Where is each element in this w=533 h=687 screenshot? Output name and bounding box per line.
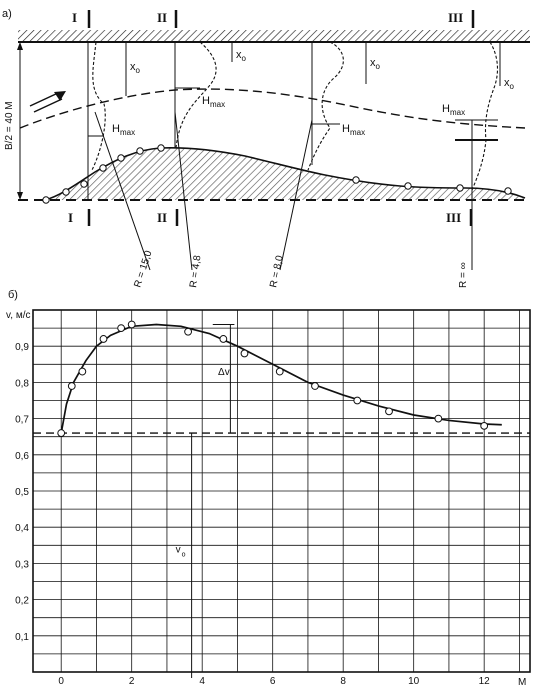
bed-point [99, 164, 107, 172]
velocity-profile-4 [471, 41, 499, 191]
hmax-label-4: Hmax [442, 103, 465, 117]
x0-label-4: xo [504, 77, 515, 91]
radius-line-2 [174, 111, 193, 271]
bed-point [404, 182, 412, 190]
data-point [311, 382, 319, 390]
flow-arrow-head [54, 91, 66, 101]
data-point [240, 349, 249, 358]
x0-label-3: xo [370, 57, 381, 71]
bed-points [42, 144, 512, 204]
data-point [127, 320, 136, 329]
half-width-label: B/2 = 40 M [4, 101, 15, 150]
radius-line-3 [279, 119, 313, 271]
velocity-profile-1 [91, 41, 106, 171]
panel-a-label: а) [2, 8, 12, 20]
bed-point [456, 184, 464, 192]
data-point [67, 382, 76, 390]
radius-label-4: R = ∞ [458, 262, 469, 288]
y-tick-label: 0,7 [15, 415, 29, 426]
data-point [78, 367, 87, 376]
data-point [219, 335, 228, 343]
hmax-label-1: Hmax [112, 123, 135, 137]
y-tick-label: 0,9 [15, 342, 29, 353]
bed-point [62, 188, 70, 196]
bed-point [157, 144, 165, 152]
bed-profile [44, 147, 526, 201]
section-label-top-3: III [448, 10, 463, 25]
section-label-bottom-1: I [68, 210, 73, 225]
x-tick-label: 10 [408, 676, 420, 687]
x-tick-label: 8 [340, 676, 346, 687]
bed-point [117, 154, 125, 162]
x-tick-label: 4 [199, 676, 205, 687]
y-tick-label: 0,1 [15, 632, 29, 643]
panel-a: а) B/2 = 40 M [2, 8, 530, 289]
bed-point [136, 147, 144, 155]
x-tick-label: 0 [58, 676, 64, 687]
bed-point [352, 176, 360, 184]
v0-label: v [176, 545, 181, 556]
radius-label-1: R = 15,0 [132, 249, 154, 289]
data-point [275, 367, 284, 376]
y-tick-label: 0,8 [15, 378, 29, 389]
top-wall-hatch [18, 30, 530, 42]
dimension-arrow-bottom [17, 192, 23, 200]
hmax-label-2: Hmax [202, 95, 225, 109]
x-axis-label: М [518, 677, 526, 687]
radius-label-2: R = 4,8 [188, 254, 203, 288]
x-tick-label: 2 [129, 676, 135, 687]
chart-panel-b: 0,1 0,2 0,3 0,4 0,5 0,6 0,7 0,8 0,9 0 2 4 6 8 10 12 Δv v o [15, 309, 531, 687]
velocity-profile-2 [175, 41, 217, 149]
velocity-profile-3 [307, 41, 344, 171]
data-point [434, 414, 443, 423]
section-mid: Hmax xo [307, 41, 381, 171]
bed-point [80, 180, 88, 188]
section-I: I I Hmax xo [68, 10, 141, 226]
radius-label-3: R = 8,0 [268, 254, 286, 289]
panel-b-label: б) [8, 289, 18, 301]
y-tick-label: 0,6 [15, 451, 29, 462]
v0-sub-label: o [182, 552, 186, 559]
y-tick-label: 0,4 [15, 523, 29, 534]
dimension-arrow-top [17, 42, 23, 50]
section-label-bottom-3: III [446, 210, 461, 225]
x0-label-1: xo [130, 61, 141, 75]
section-II: II II Hmax xo [157, 10, 247, 226]
x0-label-2: xo [236, 49, 247, 63]
y-tick-label: 0,2 [15, 596, 29, 607]
data-point [480, 421, 489, 430]
data-point [57, 429, 66, 437]
x-tick-label: 6 [270, 676, 276, 687]
data-point [184, 327, 192, 336]
y-tick-label: 0,3 [15, 559, 29, 570]
x-tick-label: 12 [479, 676, 491, 687]
bed-point [504, 187, 512, 195]
y-tick-label: 0,5 [15, 487, 29, 498]
flow-arrow-2 [33, 98, 63, 113]
data-point [353, 396, 362, 405]
hmax-label-3: Hmax [342, 123, 365, 137]
radius-line-1 [94, 111, 151, 271]
bed-point [42, 196, 50, 204]
data-point [117, 324, 126, 333]
section-label-top-1: I [72, 10, 77, 25]
y-axis-label: v, м/с [6, 310, 30, 321]
hmax-dashed-line [19, 88, 526, 129]
section-label-top-2: II [157, 10, 167, 25]
section-label-bottom-2: II [157, 210, 167, 225]
section-III: III III Hmax xo [442, 10, 515, 226]
data-point [99, 335, 108, 343]
velocity-curve [60, 323, 502, 434]
flow-arrow [29, 92, 59, 107]
data-point [385, 407, 393, 416]
delta-v-label: Δv [218, 367, 230, 378]
